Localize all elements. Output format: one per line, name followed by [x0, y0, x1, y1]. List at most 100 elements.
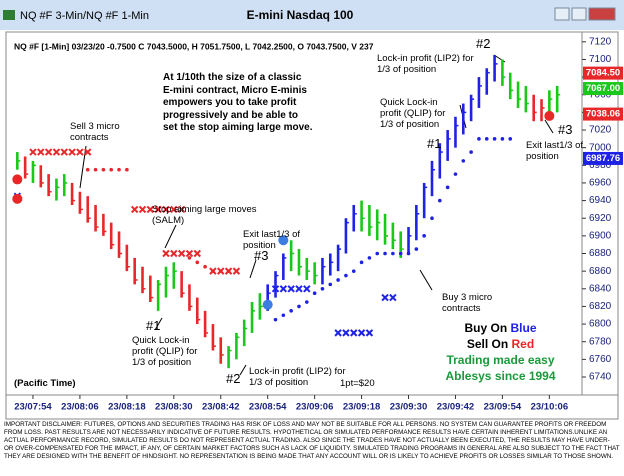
price-label: 7084.50 [586, 68, 620, 79]
stop-dot [500, 137, 505, 141]
annotation: #1 [427, 136, 442, 151]
stop-dot [273, 317, 278, 322]
stop-cross [357, 329, 366, 337]
annotation: Exit last1/3 of position [526, 140, 584, 162]
y-tick-label: 6780 [589, 336, 612, 347]
y-tick-label: 6820 [589, 301, 612, 312]
x-tick-label: 23/10:06 [531, 402, 569, 413]
stop-cross [193, 249, 201, 258]
y-tick-label: 6900 [589, 231, 612, 242]
stop-cross [350, 329, 358, 337]
app-icon [3, 10, 15, 20]
stop-dot [461, 159, 466, 163]
stop-dot [125, 167, 129, 172]
stop-cross [29, 148, 37, 156]
annotation: #3 [254, 248, 269, 263]
annotation: #1 [146, 318, 161, 333]
stop-cross [185, 249, 194, 258]
x-tick-label: 23/09:42 [437, 402, 475, 413]
stop-cross [162, 249, 170, 258]
annotation: Quick Lock-in profit (QLIP) for 1/3 of p… [380, 97, 446, 130]
stop-dot [469, 150, 473, 154]
stop-cross [217, 267, 225, 275]
y-tick-label: 6980 [589, 160, 612, 171]
y-tick-label: 6740 [589, 372, 612, 383]
stop-dot [453, 172, 458, 176]
annotation: #3 [558, 122, 573, 137]
legend-text: Blue [510, 321, 537, 335]
stop-cross [84, 148, 92, 156]
y-tick-label: 6760 [589, 354, 612, 365]
stop-cross [76, 148, 84, 156]
stop-cross [130, 205, 139, 214]
stop-cross [271, 285, 280, 293]
y-tick-label: 7000 [589, 142, 612, 153]
stop-cross [170, 205, 178, 214]
price-label: 6987.76 [586, 153, 620, 164]
y-tick-label: 7020 [589, 125, 612, 136]
legend-text: Buy On [464, 321, 508, 335]
annotation: Exit last1/3 of position [243, 229, 301, 251]
chart-frame [5, 31, 619, 420]
stop-cross [303, 285, 311, 293]
stop-dot [445, 185, 450, 190]
stop-dot [351, 269, 356, 273]
x-tick-label: 23/08:06 [61, 402, 99, 413]
legend-text: Trading made easy [446, 353, 555, 367]
stop-dot [305, 300, 309, 304]
stop-dot [391, 251, 395, 256]
signal-dot [278, 235, 289, 246]
y-tick-label: 6960 [589, 178, 612, 189]
annotation: #2 [226, 371, 241, 386]
stop-dot [85, 167, 90, 172]
stop-cross [138, 205, 147, 214]
stop-dot [430, 216, 434, 221]
annotation: (Pacific Time) [14, 378, 76, 389]
stop-dot [484, 137, 489, 141]
y-tick-label: 6840 [589, 283, 612, 294]
x-tick-label: 23/09:18 [343, 402, 381, 413]
max-button[interactable] [571, 7, 587, 21]
stop-dot [398, 251, 403, 256]
stop-dot [312, 291, 317, 295]
stop-dot [383, 251, 387, 256]
stop-cross [295, 285, 303, 293]
min-button[interactable] [554, 7, 570, 21]
stop-dot [406, 251, 411, 256]
annotation: 1pt=$20 [340, 378, 375, 389]
stop-dot [117, 167, 121, 172]
close-button[interactable] [588, 7, 616, 21]
y-tick-label: 6880 [589, 248, 612, 259]
stop-dot [297, 304, 301, 309]
stop-dot [414, 247, 419, 251]
stop-dot [492, 137, 497, 141]
stop-dot [422, 234, 426, 238]
annotation: #2 [476, 36, 491, 51]
disclaimer: IMPORTANT DISCLAIMER: FUTURES, OPTIONS A… [4, 421, 620, 460]
annotation: At 1/10th the size of a classic E-mini c… [163, 72, 313, 133]
price-label-box [583, 151, 623, 165]
stop-dot [289, 309, 293, 313]
legend-text: Red [511, 337, 535, 351]
stop-dot [375, 251, 380, 256]
annotation: Quick Lock-in profit (QLIP) for 1/3 of p… [132, 335, 198, 368]
stop-cross [279, 285, 288, 293]
stop-dot [508, 137, 513, 141]
stop-cross [342, 329, 350, 337]
y-tick-label: 6800 [589, 319, 612, 330]
stop-cross [170, 249, 178, 258]
title-bar [0, 0, 624, 30]
stop-cross [60, 148, 68, 156]
legend-text: Ablesys since 1994 [445, 369, 556, 383]
y-tick-label: 6860 [589, 266, 612, 277]
stop-dot [93, 167, 98, 172]
stop-cross [37, 148, 45, 156]
annotation: Lock-in profit (LIP2) for 1/3 of positio… [249, 366, 346, 388]
x-tick-label: 23/07:54 [14, 402, 52, 413]
signal-dot [12, 174, 23, 185]
price-label: 7038.06 [586, 109, 620, 120]
stop-dot [367, 256, 372, 260]
x-tick-label: 23/08:42 [202, 402, 240, 413]
